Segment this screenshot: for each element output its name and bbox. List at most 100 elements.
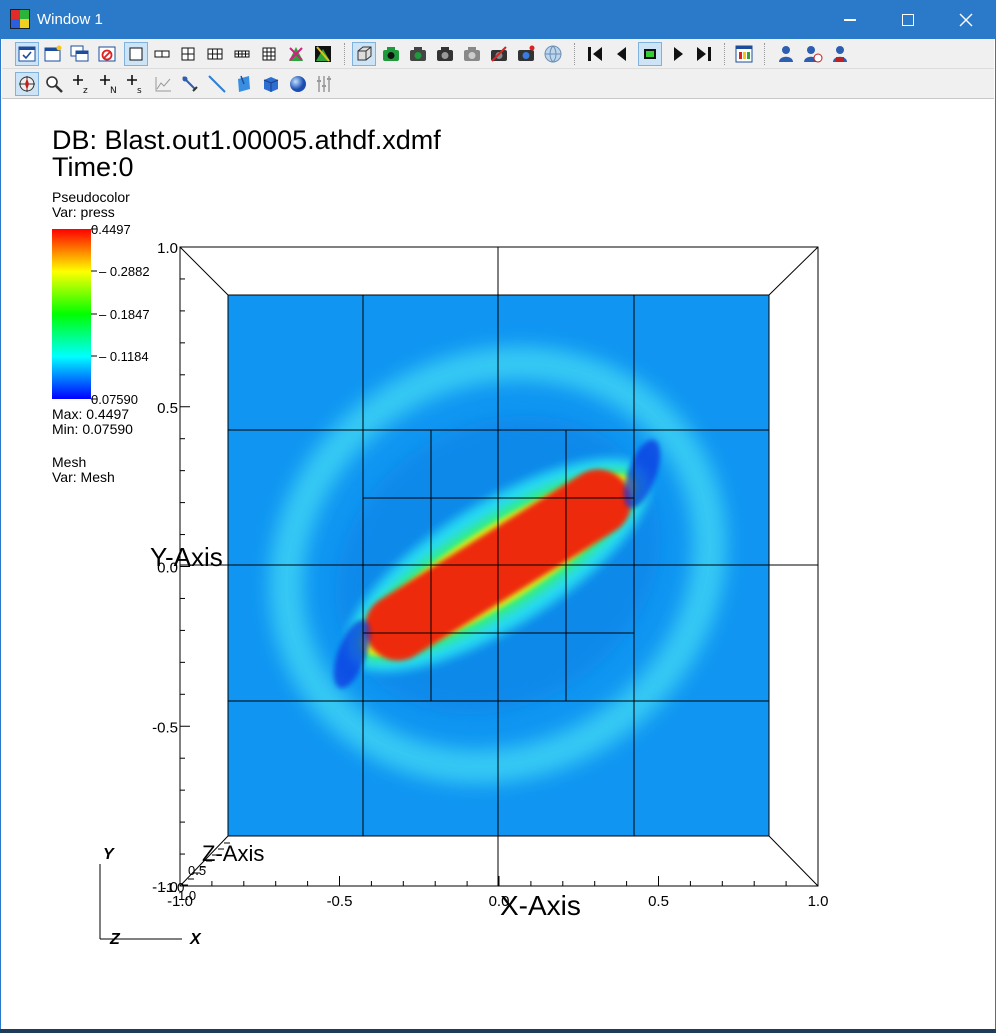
lock-time-button[interactable]	[311, 42, 335, 66]
lock-view-icon	[289, 47, 303, 61]
box-tool-button[interactable]	[259, 72, 283, 96]
camera2-icon	[437, 47, 453, 61]
camera-button[interactable]	[406, 42, 430, 66]
plane-tool-icon	[238, 75, 250, 92]
mesh-legend-variable: Var: Mesh	[52, 469, 115, 485]
y-tick-label: 0.0	[157, 560, 178, 577]
plane-tool-button[interactable]	[232, 72, 256, 96]
x-tick-label: 0.5	[648, 893, 669, 910]
colorbar-tick-label: 0.07590	[91, 392, 138, 407]
sphere-tool-icon	[290, 76, 306, 92]
colorbar-ticks: 0.4497 – 0.2882 – 0.1847 – 0.1184 0.07590	[91, 222, 150, 407]
stop-button[interactable]	[638, 42, 662, 66]
user-reset-button[interactable]	[801, 42, 825, 66]
point-tool-icon	[182, 76, 198, 92]
maximize-button[interactable]	[879, 1, 937, 39]
delete-window-button[interactable]	[95, 42, 119, 66]
3d-view-button[interactable]	[352, 42, 376, 66]
toolbar-separator	[574, 43, 575, 65]
toolbar-separator	[724, 43, 725, 65]
layout-1x1-icon	[129, 47, 143, 61]
axis-restriction-icon	[317, 76, 331, 92]
mesh-grid	[227, 294, 770, 837]
maximize-icon	[902, 14, 914, 26]
zoom-mode-button[interactable]	[42, 72, 66, 96]
close-button[interactable]	[937, 1, 995, 39]
camera-invert-icon	[491, 46, 507, 62]
layout-3x3-button[interactable]	[257, 42, 281, 66]
svg-text:z: z	[83, 86, 88, 95]
user-button[interactable]	[774, 42, 798, 66]
svg-text:N: N	[110, 86, 117, 95]
user-lock-button[interactable]	[828, 42, 852, 66]
camera-save-button[interactable]	[379, 42, 403, 66]
color-table-button[interactable]	[732, 42, 756, 66]
active-window-button[interactable]	[15, 42, 39, 66]
step-forward-button[interactable]	[692, 42, 716, 66]
globe-icon	[544, 45, 562, 63]
reverse-play-button[interactable]	[583, 42, 607, 66]
x-axis-title: X-Axis	[500, 890, 581, 921]
camera-invert-button[interactable]	[487, 42, 511, 66]
play-button[interactable]	[666, 42, 690, 66]
step-forward-icon	[697, 47, 711, 61]
colorbar-tick-label: – 0.2882	[99, 264, 150, 279]
globe-button[interactable]	[541, 42, 565, 66]
layout-2x4-button[interactable]	[230, 42, 254, 66]
title-bar[interactable]: Window 1	[1, 1, 995, 39]
layout-2x4-icon	[234, 50, 250, 58]
zone-pick-button[interactable]: z	[70, 72, 94, 96]
user-reset-icon	[804, 46, 823, 63]
axis-restriction-button[interactable]	[312, 72, 336, 96]
node-pick-button[interactable]: N	[97, 72, 121, 96]
zoom-icon	[46, 76, 63, 93]
lock-view-button[interactable]	[284, 42, 308, 66]
step-back-button[interactable]	[610, 42, 634, 66]
box-tool-icon	[263, 77, 279, 92]
y-axis-title: Y-Axis	[150, 542, 223, 572]
triad-x-label: X	[189, 931, 202, 948]
new-window-icon	[44, 45, 62, 62]
visit-app-icon	[10, 9, 30, 29]
clone-window-button[interactable]	[68, 42, 92, 66]
stop-icon	[644, 49, 656, 59]
legend-plot-type: Pseudocolor	[52, 189, 130, 205]
point-tool-button[interactable]	[178, 72, 202, 96]
3d-view-icon	[357, 46, 372, 61]
colorbar-tick-label: – 0.1184	[99, 349, 149, 364]
play-icon	[674, 47, 683, 61]
visualization-area[interactable]: DB: Blast.out1.00005.athdf.xdmf Time:0 P…	[2, 99, 994, 1031]
layout-1x1-button[interactable]	[124, 42, 148, 66]
axes: -1.0 -0.5 0.0 0.5 1.01.00.50.0-0.5-1.0 1.00.5…	[152, 240, 828, 910]
camera2-button[interactable]	[433, 42, 457, 66]
layout-2x3-button[interactable]	[203, 42, 227, 66]
toolbar-separator	[764, 43, 765, 65]
z-tick-label: -1.0	[162, 880, 184, 895]
navigate-mode-button[interactable]	[15, 72, 39, 96]
x-tick-label: -0.5	[327, 893, 353, 910]
new-window-button[interactable]	[41, 42, 65, 66]
triad-y-label: Y	[103, 846, 115, 863]
z-axis-title: Z-Axis	[202, 841, 264, 866]
color-table-icon	[735, 45, 753, 63]
legend-min: Min: 0.07590	[52, 421, 133, 437]
spreadsheet-pick-button[interactable]: s	[124, 72, 148, 96]
layout-1x2-button[interactable]	[150, 42, 174, 66]
camera-icon	[410, 47, 426, 61]
svg-text:s: s	[137, 86, 142, 95]
db-label: DB: Blast.out1.00005.athdf.xdmf	[52, 125, 441, 155]
layout-3x3-icon	[262, 47, 276, 61]
sphere-tool-button[interactable]	[286, 72, 310, 96]
colorbar	[52, 229, 91, 399]
line-tool-icon	[208, 75, 226, 93]
layout-2x2-button[interactable]	[176, 42, 200, 66]
user-icon	[779, 46, 793, 62]
camera-light-button[interactable]	[514, 42, 538, 66]
y-tick-label: 0.5	[157, 400, 178, 417]
camera3-button[interactable]	[460, 42, 484, 66]
minimize-button[interactable]	[821, 1, 879, 39]
window-title: Window 1	[37, 11, 103, 28]
lineout-button[interactable]	[151, 72, 175, 96]
plot-canvas[interactable]: DB: Blast.out1.00005.athdf.xdmf Time:0 P…	[2, 99, 994, 1031]
line-tool-button[interactable]	[205, 72, 229, 96]
